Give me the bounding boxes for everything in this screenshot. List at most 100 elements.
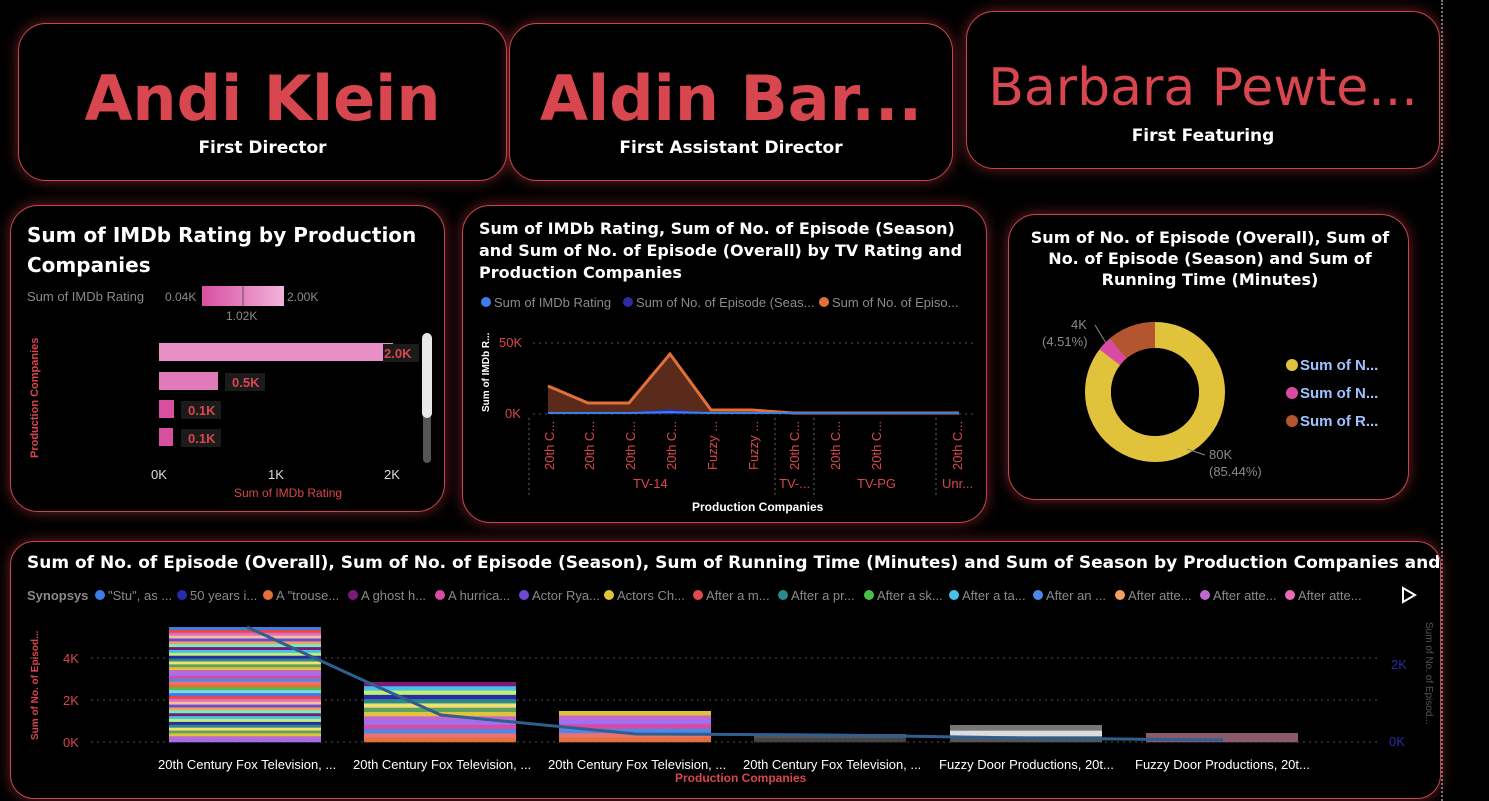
stack-segment[interactable] (169, 698, 321, 703)
y2-axis-label: Sum of No. of Episod... (1423, 622, 1434, 725)
page-edge-divider (1441, 0, 1443, 801)
stack-segment[interactable] (169, 641, 321, 645)
stack-segment[interactable] (559, 728, 711, 734)
stack-segment[interactable] (169, 638, 321, 642)
stack-segment[interactable] (169, 736, 321, 740)
imdb-rating-bar-chart[interactable]: Sum of IMDb Rating by Production Compani… (10, 205, 445, 512)
stack-segment[interactable] (364, 716, 516, 721)
stack-segment[interactable] (364, 690, 516, 696)
episodes-donut-chart[interactable]: Sum of No. of Episode (Overall), Sum of … (1008, 214, 1409, 500)
stack-segment[interactable] (169, 727, 321, 731)
stack-segment[interactable] (169, 678, 321, 682)
stack-segment[interactable] (559, 719, 711, 725)
episode-overall-area[interactable] (548, 354, 959, 414)
stack-segment[interactable] (169, 684, 321, 688)
stack-segment[interactable] (169, 733, 321, 737)
donut-slice-running-time-arc[interactable] (1109, 322, 1155, 359)
stack-segment[interactable] (169, 675, 321, 680)
stack-segment[interactable] (169, 664, 321, 668)
donut-slice-episode-season-arc[interactable] (1099, 338, 1127, 366)
stack-segment[interactable] (559, 733, 711, 738)
stack-segment[interactable] (1146, 733, 1298, 743)
stack-segment[interactable] (169, 650, 321, 654)
stack-segment[interactable] (169, 647, 321, 651)
kpi-label: First Featuring (1131, 126, 1275, 146)
legend-next-arrow-icon[interactable] (1402, 586, 1417, 604)
stack-segment[interactable] (169, 687, 321, 691)
stack-segment[interactable] (169, 644, 321, 648)
kpi-card-first-featuring[interactable]: Barbara Pewte... First Featuring (966, 11, 1440, 169)
legend-dot (348, 590, 358, 600)
scrollbar-thumb[interactable] (422, 333, 432, 418)
stack-segment[interactable] (169, 658, 321, 662)
stack-segment[interactable] (169, 724, 321, 728)
bar-4[interactable] (159, 428, 173, 446)
donut-hole (1111, 348, 1199, 436)
stack-segment[interactable] (169, 704, 321, 708)
stack-segment[interactable] (364, 729, 516, 734)
kpi-card-first-assistant-director[interactable]: Aldin Bar... First Assistant Director (509, 23, 953, 181)
stacked-bars[interactable] (169, 627, 1298, 743)
stack-segment[interactable] (950, 725, 1102, 731)
kpi-value: Andi Klein (84, 62, 441, 135)
stack-segment[interactable] (559, 724, 711, 730)
stack-segment[interactable] (169, 721, 321, 726)
stack-segment[interactable] (169, 713, 321, 717)
stack-segment[interactable] (364, 703, 516, 709)
stack-segment[interactable] (169, 661, 321, 665)
stack-segment[interactable] (169, 627, 321, 631)
secondary-line[interactable] (246, 625, 1224, 742)
legend: "Stu", as ... 50 years i... A "trouse...… (95, 588, 1362, 603)
stack-segment[interactable] (169, 635, 321, 639)
stack-segment[interactable] (169, 632, 321, 636)
stack-segment[interactable] (169, 710, 321, 714)
legend-dot (1033, 590, 1043, 600)
stack-segment[interactable] (169, 730, 321, 734)
bar-2[interactable] (159, 372, 218, 390)
stack-segment[interactable] (169, 673, 321, 677)
stack-segment[interactable] (559, 715, 711, 721)
chart-title: Sum of No. of Episode (Overall), Sum of … (27, 553, 1441, 573)
x-tick: 20th C... (828, 421, 843, 470)
bar-1[interactable] (159, 343, 393, 361)
stack-segment[interactable] (559, 737, 711, 743)
stack-segment[interactable] (169, 701, 321, 705)
stack-segment[interactable] (169, 690, 321, 694)
stack-segment[interactable] (169, 629, 321, 634)
stack-segment[interactable] (364, 733, 516, 739)
slice-label-pct: (4.51%) (1042, 334, 1088, 349)
stack-segment[interactable] (559, 711, 711, 716)
stack-segment[interactable] (169, 655, 321, 659)
legend-dot (1286, 387, 1298, 399)
legend-dot (949, 590, 959, 600)
stack-segment[interactable] (364, 686, 516, 691)
legend-label: Sum of N... (1300, 385, 1378, 402)
stack-segment[interactable] (364, 737, 516, 743)
imdb-rating-line[interactable] (548, 410, 959, 414)
stack-segment[interactable] (169, 716, 321, 720)
stack-segment[interactable] (169, 739, 321, 743)
stack-segment[interactable] (169, 681, 321, 685)
stack-segment[interactable] (950, 730, 1102, 737)
legend-label: Sum of No. of Episo... (832, 295, 958, 310)
stack-segment[interactable] (364, 720, 516, 726)
episode-overall-line[interactable] (547, 351, 959, 415)
stack-segment[interactable] (169, 667, 321, 671)
stack-segment[interactable] (169, 719, 321, 723)
stack-segment[interactable] (169, 707, 321, 711)
stack-segment[interactable] (754, 738, 906, 743)
stack-segment[interactable] (364, 699, 516, 704)
stack-segment[interactable] (169, 693, 321, 697)
episodes-by-company-synopsys-chart[interactable]: Sum of No. of Episode (Overall), Sum of … (10, 541, 1441, 799)
stack-segment[interactable] (169, 652, 321, 657)
bar-3[interactable] (159, 400, 174, 418)
kpi-card-first-director[interactable]: Andi Klein First Director (18, 23, 507, 181)
stack-segment[interactable] (364, 682, 516, 687)
stack-segment[interactable] (364, 724, 516, 730)
tv-rating-area-chart[interactable]: Sum of IMDb Rating, Sum of No. of Episod… (462, 205, 987, 523)
stack-segment[interactable] (364, 694, 516, 700)
y2-tick: 2K (1391, 657, 1407, 672)
stack-segment[interactable] (169, 670, 321, 674)
stack-segment[interactable] (364, 707, 516, 713)
stack-segment[interactable] (169, 696, 321, 700)
